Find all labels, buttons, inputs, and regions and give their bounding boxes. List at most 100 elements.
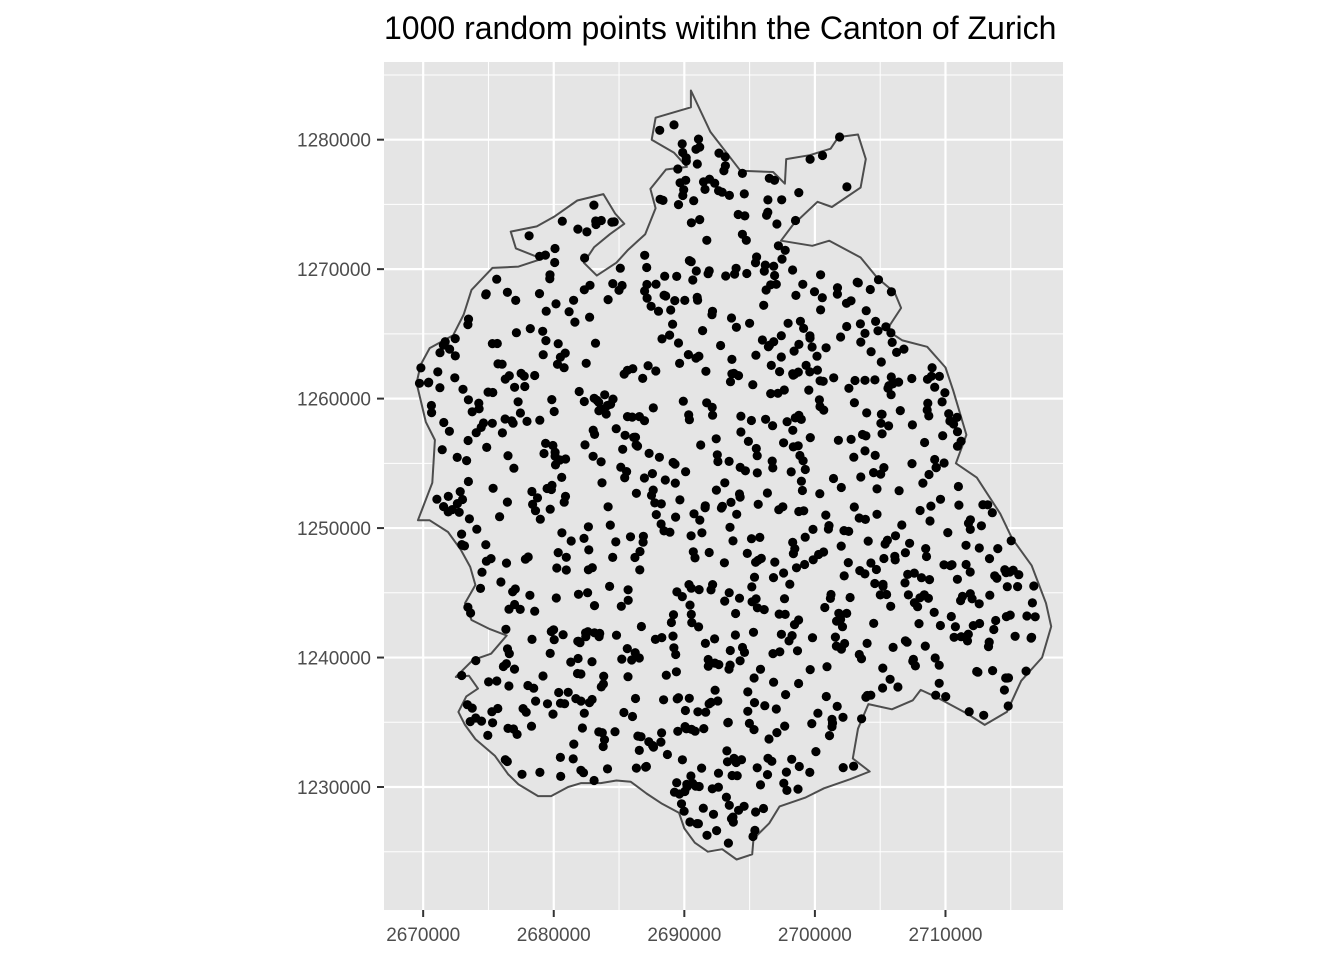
- data-point: [895, 406, 905, 416]
- data-point: [794, 410, 804, 420]
- data-point: [872, 484, 882, 494]
- data-point: [849, 398, 860, 408]
- data-point: [556, 771, 566, 782]
- data-point: [545, 504, 555, 514]
- data-point: [1006, 536, 1016, 546]
- data-point: [522, 416, 532, 426]
- data-point: [538, 326, 548, 336]
- data-point: [832, 283, 843, 293]
- data-point: [710, 685, 720, 695]
- data-point: [615, 263, 625, 273]
- data-point: [619, 707, 629, 718]
- data-point: [763, 342, 774, 352]
- data-point: [762, 488, 773, 498]
- data-point: [638, 531, 649, 541]
- data-point: [805, 367, 815, 377]
- data-point: [665, 330, 675, 340]
- data-point: [769, 677, 779, 687]
- data-point: [585, 312, 595, 322]
- data-point: [743, 436, 754, 446]
- data-point: [501, 624, 511, 634]
- data-point: [903, 590, 914, 600]
- data-point: [796, 476, 807, 486]
- data-point: [635, 546, 645, 557]
- data-point: [856, 654, 867, 664]
- data-point: [561, 565, 571, 575]
- data-point: [424, 377, 434, 387]
- data-point: [583, 627, 593, 637]
- data-point: [764, 734, 774, 744]
- data-point: [1005, 610, 1015, 620]
- data-point: [792, 646, 803, 656]
- data-point: [773, 388, 783, 398]
- data-point: [471, 656, 481, 666]
- data-point: [668, 631, 678, 641]
- data-point: [594, 406, 604, 416]
- data-point: [736, 427, 746, 437]
- data-point: [509, 382, 520, 392]
- data-point: [875, 590, 885, 600]
- data-point: [740, 211, 750, 221]
- data-point: [488, 718, 498, 728]
- data-point: [504, 681, 514, 691]
- data-point: [542, 483, 552, 494]
- data-point: [739, 647, 750, 658]
- data-point: [478, 418, 489, 428]
- data-point: [849, 452, 859, 462]
- data-point: [463, 476, 473, 487]
- data-point: [702, 398, 712, 408]
- data-point: [682, 782, 692, 792]
- data-point: [838, 712, 848, 722]
- data-point: [842, 321, 852, 332]
- data-point: [668, 319, 678, 329]
- data-point: [762, 770, 773, 780]
- data-point: [816, 270, 826, 280]
- data-point: [944, 409, 954, 419]
- data-point: [822, 662, 832, 672]
- data-point: [915, 505, 925, 516]
- data-point: [724, 664, 734, 674]
- data-point: [724, 456, 734, 466]
- data-point: [596, 215, 606, 226]
- y-axis: 1230000 1240000 1250000 1260000 1270000 12800…: [297, 131, 384, 799]
- data-point: [620, 473, 630, 483]
- data-point: [669, 643, 679, 653]
- data-point: [812, 365, 823, 375]
- data-point: [555, 752, 566, 763]
- data-point: [532, 493, 543, 503]
- data-point: [930, 653, 940, 663]
- data-point: [486, 554, 496, 564]
- data-point: [700, 503, 710, 513]
- data-point: [821, 343, 831, 353]
- data-point: [1021, 666, 1031, 676]
- data-point: [488, 483, 498, 493]
- data-point: [595, 628, 605, 639]
- data-point: [767, 756, 777, 766]
- data-point: [787, 631, 797, 641]
- data-point: [639, 416, 650, 426]
- data-point: [957, 591, 968, 602]
- data-point: [894, 377, 904, 387]
- data-point: [452, 499, 462, 509]
- data-point: [656, 519, 666, 529]
- data-point: [739, 801, 749, 811]
- data-point: [553, 339, 563, 349]
- data-point: [950, 622, 961, 632]
- data-point: [686, 583, 696, 593]
- data-point: [866, 347, 876, 357]
- data-point: [669, 787, 680, 797]
- data-point: [552, 563, 562, 573]
- data-point: [826, 589, 836, 600]
- data-point: [853, 278, 863, 288]
- data-point: [768, 573, 779, 583]
- data-point: [634, 745, 644, 756]
- data-point: [819, 405, 829, 415]
- data-point: [773, 241, 784, 251]
- data-point: [678, 147, 688, 158]
- data-point: [708, 809, 719, 819]
- data-point: [730, 630, 741, 640]
- data-point: [712, 450, 722, 460]
- data-point: [640, 250, 650, 260]
- data-point: [776, 331, 786, 341]
- data-point: [873, 326, 883, 336]
